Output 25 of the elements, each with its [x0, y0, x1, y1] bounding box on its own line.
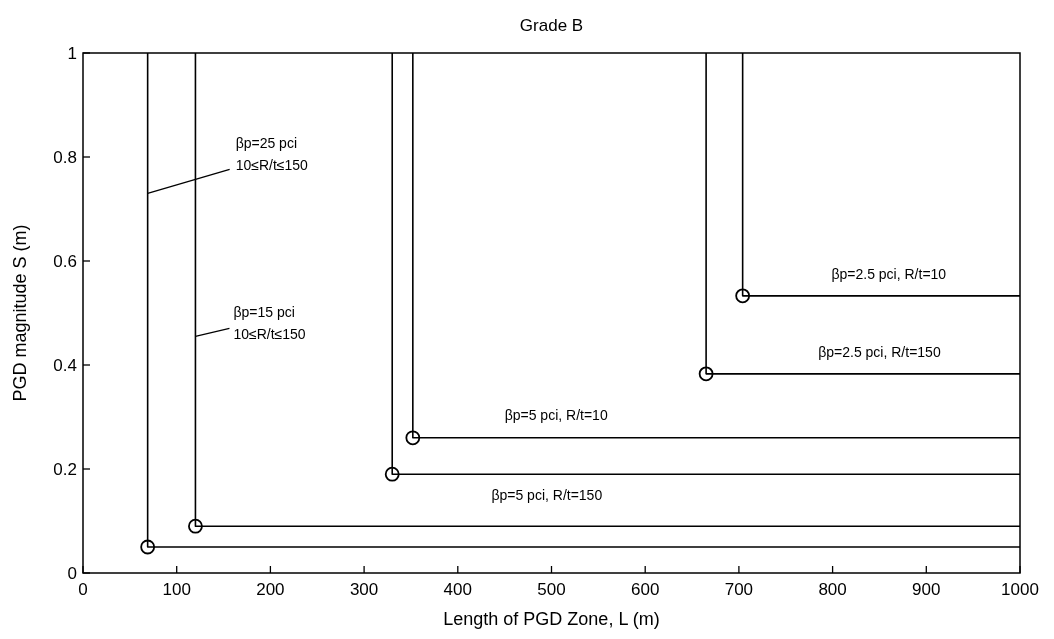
x-tick-label: 900 [912, 580, 941, 599]
y-axis-title: PGD magnitude S (m) [10, 224, 30, 402]
series-label: βp=5 pci, R/t=150 [491, 487, 603, 504]
y-tick-label: 1 [67, 44, 77, 63]
annotation: βp=25 pci 10≤R/t≤150 [235, 135, 309, 174]
x-tick-label: 200 [256, 580, 285, 599]
series-label: βp=2.5 pci, R/t=10 [831, 266, 947, 283]
annotation: βp=15 pci 10≤R/t≤150 [233, 304, 306, 343]
y-tick-label: 0.6 [53, 252, 77, 271]
x-tick-label: 100 [162, 580, 191, 599]
x-tick-label: 300 [349, 580, 379, 599]
x-axis-title: Length of PGD Zone, L (m) [443, 609, 660, 629]
x-tick-label: 800 [818, 580, 847, 599]
y-tick-label: 0.8 [53, 148, 77, 167]
x-tick-label: 600 [631, 580, 660, 599]
y-tick-label: 0.2 [53, 460, 77, 479]
series-label: βp=2.5 pci, R/t=150 [818, 344, 941, 361]
x-tick-label: 500 [537, 580, 566, 599]
y-tick-label: 0 [67, 564, 77, 583]
x-tick-label: 1000 [1001, 580, 1039, 599]
y-tick-label: 0.4 [53, 356, 77, 375]
chart-title: Grade B [519, 16, 584, 35]
x-tick-label: 700 [724, 580, 754, 599]
series-label: βp=5 pci, R/t=10 [504, 406, 608, 423]
x-tick-label: 400 [443, 580, 472, 599]
